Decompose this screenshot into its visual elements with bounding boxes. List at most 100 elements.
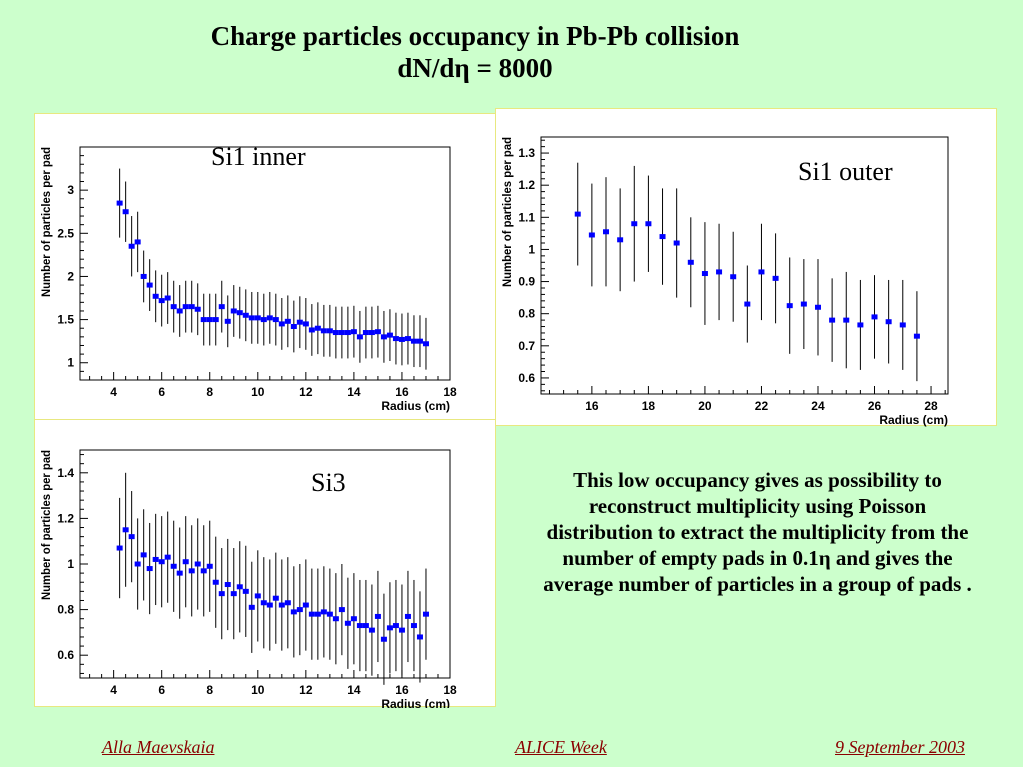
data-point <box>758 269 765 275</box>
data-point <box>164 554 171 560</box>
data-point <box>152 293 159 299</box>
chart-panel-si3: 4 6 8 10 12 14 16 18 0.6 0.8 1 1.2 1.4 Radius (cm) Num… <box>34 419 496 708</box>
y-tick-label: 1.5 <box>57 313 74 327</box>
data-point <box>254 593 261 599</box>
data-point <box>308 611 315 617</box>
chart-si3: 4 6 8 10 12 14 16 18 0.6 0.8 1 1.2 1.4 Radius (cm) Num… <box>39 449 457 708</box>
data-point <box>326 328 333 334</box>
plot-frame <box>540 136 949 395</box>
data-point <box>362 623 369 629</box>
data-point <box>800 301 807 307</box>
data-point <box>380 636 387 642</box>
x-tick-label: 14 <box>347 683 361 697</box>
y-axis-title: Number of particles per pad <box>39 450 53 600</box>
data-point <box>701 271 708 277</box>
data-point <box>296 607 303 613</box>
data-point <box>338 330 345 336</box>
y-tick-label: 1 <box>528 242 535 256</box>
y-axis-title: Number of particles per pad <box>500 137 514 287</box>
data-point <box>116 200 123 206</box>
data-point <box>374 613 381 619</box>
y-tick-label: 1 <box>67 557 74 571</box>
data-point <box>386 332 393 338</box>
data-point <box>338 607 345 613</box>
data-point <box>386 625 393 631</box>
data-point <box>290 609 297 615</box>
data-point <box>236 584 243 590</box>
x-tick-label: 20 <box>698 399 712 413</box>
data-point <box>266 315 273 321</box>
data-point <box>302 602 309 608</box>
data-point <box>200 568 207 574</box>
x-tick-label: 18 <box>443 683 457 697</box>
x-tick-label: 22 <box>755 399 769 413</box>
data-point <box>392 336 399 342</box>
chart-panel-si1-outer: 16 18 20 22 24 26 28 0.6 0.7 0.8 0.9 1 1.1 1.2 1.3 Radi… <box>495 108 997 427</box>
y-tick-label: 0.7 <box>518 339 535 353</box>
x-axis-title: Radius (cm) <box>381 697 450 708</box>
data-point <box>314 325 321 331</box>
data-point <box>603 229 610 235</box>
data-point <box>332 330 339 336</box>
data-point <box>744 301 751 307</box>
data-point <box>278 321 285 327</box>
chart-label-si1-inner: Si1 inner <box>211 142 306 171</box>
data-point <box>248 604 255 610</box>
data-point <box>146 282 153 288</box>
data-point <box>730 274 737 280</box>
x-tick-label: 16 <box>585 399 599 413</box>
y-tick-label: 0.6 <box>57 648 74 662</box>
data-point <box>332 616 339 622</box>
data-point <box>164 295 171 301</box>
data-point <box>182 559 189 565</box>
data-point <box>242 312 249 318</box>
chart-label-si1-outer: Si1 outer <box>798 157 893 186</box>
data-point <box>140 273 147 279</box>
y-tick-label: 1.2 <box>518 178 535 192</box>
data-point <box>140 552 147 558</box>
data-point <box>320 328 327 334</box>
plot-frame <box>79 146 451 381</box>
data-point <box>218 304 225 310</box>
data-point <box>230 591 237 597</box>
data-point <box>218 591 225 597</box>
y-tick-label: 1.4 <box>57 466 74 480</box>
data-point <box>392 623 399 629</box>
data-point <box>254 315 261 321</box>
data-point <box>296 319 303 325</box>
x-tick-label: 8 <box>206 683 213 697</box>
data-point <box>116 545 123 551</box>
data-point <box>152 556 159 562</box>
data-point <box>188 304 195 310</box>
x-tick-label: 28 <box>924 399 938 413</box>
x-axis-title: Radius (cm) <box>879 413 948 427</box>
data-point <box>814 304 821 310</box>
data-point <box>356 334 363 340</box>
y-tick-label: 1.2 <box>57 511 74 525</box>
data-point <box>278 602 285 608</box>
data-point <box>290 323 297 329</box>
data-point <box>422 341 429 347</box>
y-tick-label: 1.1 <box>518 210 535 224</box>
x-tick-label: 12 <box>299 385 313 399</box>
data-point <box>146 566 153 572</box>
data-point <box>885 319 892 325</box>
chart-label-si3: Si3 <box>311 468 346 497</box>
data-point <box>176 308 183 314</box>
data-point <box>871 314 878 320</box>
data-point <box>398 336 405 342</box>
data-point <box>913 333 920 339</box>
data-point <box>422 611 429 617</box>
data-point <box>284 600 291 606</box>
x-tick-label: 8 <box>206 385 213 399</box>
data-point <box>224 318 231 324</box>
y-tick-label: 2.5 <box>57 226 74 240</box>
data-point <box>416 634 423 640</box>
data-point <box>645 221 652 227</box>
data-point <box>176 570 183 576</box>
data-point <box>380 334 387 340</box>
x-tick-label: 6 <box>158 385 165 399</box>
data-point <box>631 221 638 227</box>
y-tick-label: 3 <box>67 183 74 197</box>
data-point <box>206 317 213 323</box>
